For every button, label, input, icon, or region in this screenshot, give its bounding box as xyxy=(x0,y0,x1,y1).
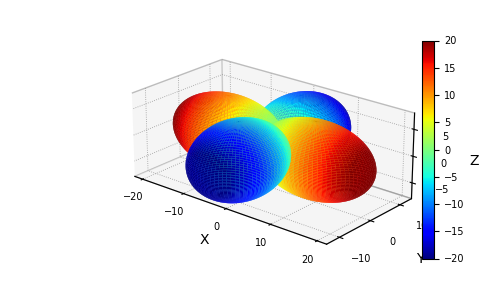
X-axis label: X: X xyxy=(200,233,209,247)
Y-axis label: Y: Y xyxy=(416,251,425,266)
